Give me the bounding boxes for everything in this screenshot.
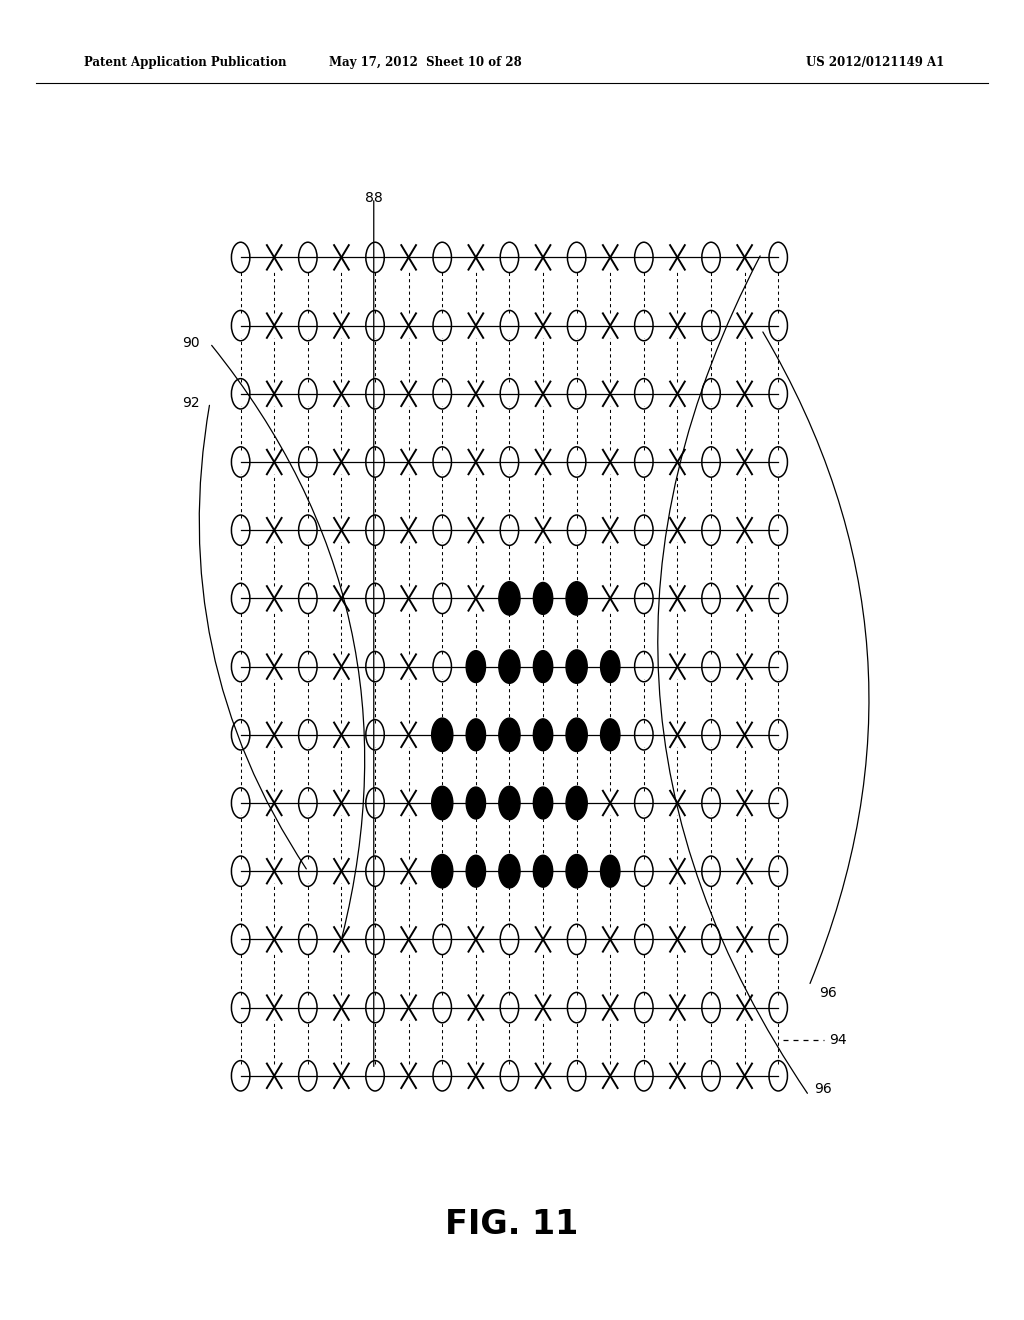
Ellipse shape [432, 718, 453, 751]
Ellipse shape [566, 787, 587, 820]
Ellipse shape [466, 787, 485, 818]
Text: 96: 96 [819, 986, 837, 999]
Ellipse shape [600, 719, 620, 751]
Ellipse shape [566, 582, 587, 615]
Ellipse shape [466, 855, 485, 887]
Ellipse shape [566, 854, 587, 888]
Ellipse shape [499, 649, 520, 684]
Ellipse shape [534, 855, 553, 887]
Ellipse shape [466, 651, 485, 682]
Ellipse shape [432, 854, 453, 888]
Text: 88: 88 [365, 191, 383, 206]
Text: 94: 94 [829, 1034, 847, 1047]
Ellipse shape [534, 582, 553, 614]
Ellipse shape [534, 787, 553, 818]
Text: 90: 90 [182, 337, 200, 350]
Ellipse shape [499, 787, 520, 820]
Ellipse shape [534, 719, 553, 751]
Text: May 17, 2012  Sheet 10 of 28: May 17, 2012 Sheet 10 of 28 [329, 55, 521, 69]
Ellipse shape [600, 651, 620, 682]
Ellipse shape [499, 854, 520, 888]
Ellipse shape [534, 651, 553, 682]
Ellipse shape [432, 787, 453, 820]
Text: Patent Application Publication: Patent Application Publication [84, 55, 287, 69]
Text: US 2012/0121149 A1: US 2012/0121149 A1 [806, 55, 945, 69]
Text: 96: 96 [814, 1082, 831, 1096]
Ellipse shape [600, 855, 620, 887]
Text: FIG. 11: FIG. 11 [445, 1209, 579, 1241]
Ellipse shape [499, 582, 520, 615]
Ellipse shape [466, 719, 485, 751]
Text: 92: 92 [182, 396, 200, 409]
Ellipse shape [499, 718, 520, 751]
Ellipse shape [566, 649, 587, 684]
Ellipse shape [566, 718, 587, 751]
